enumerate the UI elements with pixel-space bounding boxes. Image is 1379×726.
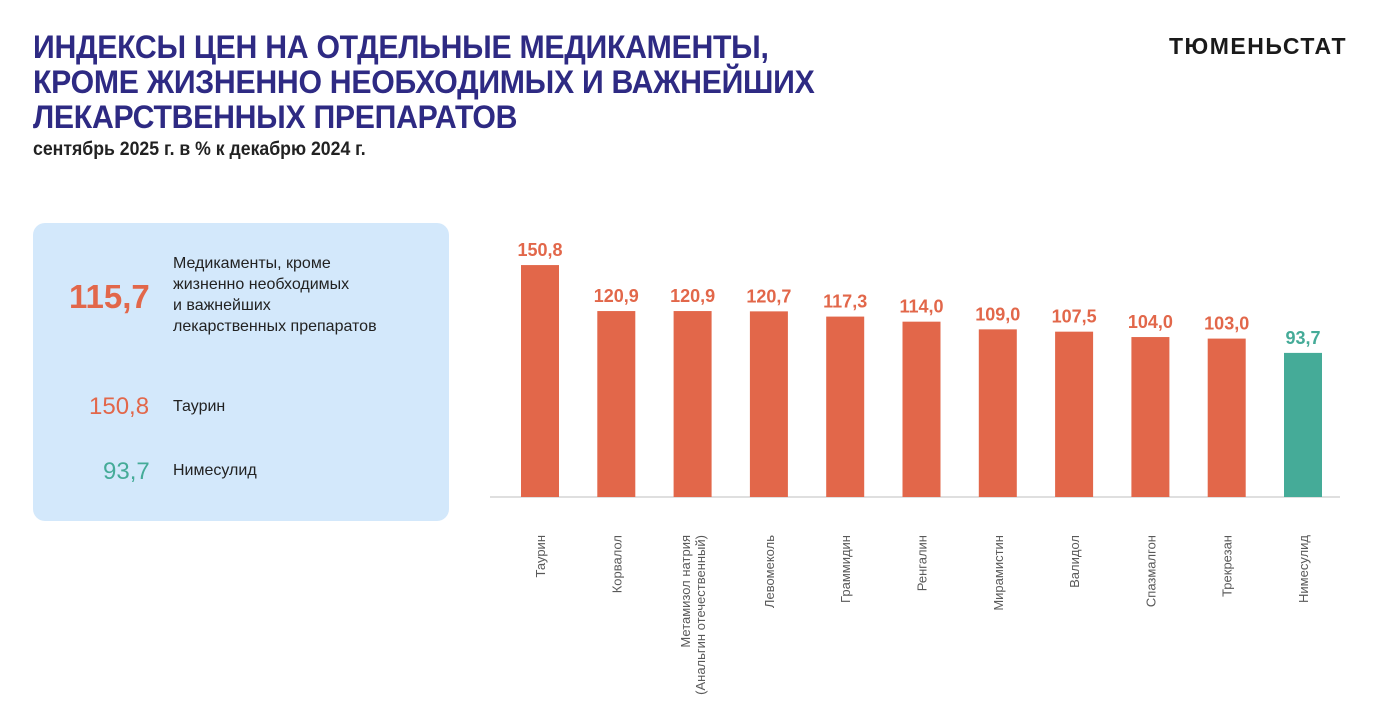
page-subtitle: сентябрь 2025 г. в % к декабрю 2024 г. [33, 139, 366, 160]
bar [1131, 337, 1170, 497]
bar [1055, 331, 1094, 497]
data-label: 114,0 [899, 297, 943, 317]
title-line: ЛЕКАРСТВЕННЫХ ПРЕПАРАТОВ [33, 99, 518, 135]
data-label: 103,0 [1204, 314, 1249, 334]
min-label: Нимесулид [173, 462, 257, 479]
bar [749, 311, 788, 497]
category-label: Спазмалгон [1143, 535, 1158, 607]
title-line: ИНДЕКСЫ ЦЕН НА ОТДЕЛЬНЫЕ МЕДИКАМЕНТЫ, [33, 29, 769, 65]
category-label: Нимесулид [1296, 535, 1311, 603]
bar [673, 311, 712, 497]
bar [826, 316, 865, 497]
total-value: 115,7 [69, 278, 150, 315]
bar [521, 265, 559, 497]
bar [1207, 338, 1246, 497]
category-label: Ренгалин [915, 535, 930, 591]
title-line: КРОМЕ ЖИЗНЕННО НЕОБХОДИМЫХ И ВАЖНЕЙШИХ [33, 64, 815, 100]
min-value: 93,7 [103, 458, 150, 485]
category-label: (Анальгин отечественный) [693, 535, 708, 695]
category-label: Таурин [533, 535, 548, 577]
data-label: 104,0 [1128, 312, 1173, 332]
total-label-line: жизненно необходимых [173, 276, 350, 293]
data-label: 93,7 [1285, 328, 1320, 348]
total-label-line: и важнейших [173, 297, 271, 314]
category-label: Трекрезан [1220, 535, 1235, 597]
summary-panel: 115,7 Медикаменты, кроме жизненно необхо… [33, 223, 449, 521]
data-label: 150,8 [517, 240, 562, 260]
brand-logo: ТЮМЕНЬСТАТ [1169, 33, 1347, 59]
bar-chart: 150,8 Таурин 120,9 Корвалол 120,9 Метамизол н… [490, 240, 1340, 695]
max-label: Таурин [173, 398, 226, 415]
data-label: 107,5 [1052, 307, 1097, 327]
data-label: 117,3 [823, 292, 867, 312]
total-label-line: лекарственных препаратов [173, 318, 377, 335]
data-label: 109,0 [975, 304, 1020, 324]
total-label-line: Медикаменты, кроме [173, 255, 331, 272]
bar [902, 321, 941, 497]
data-label: 120,9 [594, 286, 639, 306]
page-title: ИНДЕКСЫ ЦЕН НА ОТДЕЛЬНЫЕ МЕДИКАМЕНТЫ, КР… [33, 29, 815, 135]
category-label: Граммидин [838, 535, 853, 603]
category-label: Корвалол [609, 535, 624, 593]
category-label: Мирамистин [991, 535, 1006, 611]
max-value: 150,8 [89, 393, 150, 420]
category-label: Левомеколь [762, 535, 777, 608]
bar [597, 311, 636, 497]
data-label: 120,7 [746, 286, 791, 306]
bar [978, 329, 1017, 497]
bar [1284, 352, 1322, 497]
category-label: Валидол [1067, 535, 1082, 588]
total-label: Медикаменты, кроме жизненно необходимых … [173, 253, 377, 337]
category-label: Метамизол натрия [678, 535, 693, 648]
data-label: 120,9 [670, 286, 715, 306]
